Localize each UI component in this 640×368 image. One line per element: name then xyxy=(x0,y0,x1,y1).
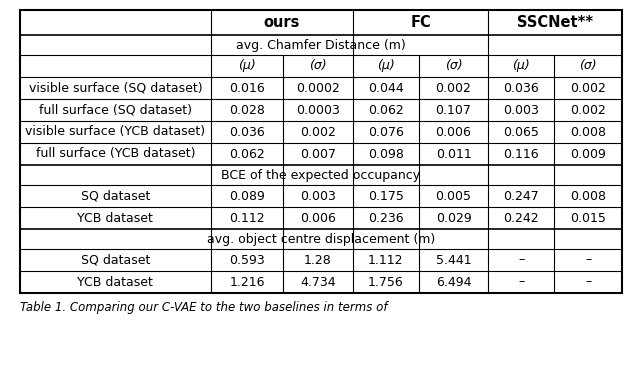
Text: 0.015: 0.015 xyxy=(570,212,606,224)
Text: full surface (SQ dataset): full surface (SQ dataset) xyxy=(39,103,192,117)
Text: 0.247: 0.247 xyxy=(504,190,539,202)
Text: 0.089: 0.089 xyxy=(229,190,265,202)
Text: 0.002: 0.002 xyxy=(300,125,336,138)
Text: visible surface (SQ dataset): visible surface (SQ dataset) xyxy=(29,81,202,95)
Text: 1.216: 1.216 xyxy=(229,276,265,289)
Text: SSCNet**: SSCNet** xyxy=(517,15,593,30)
Text: 0.009: 0.009 xyxy=(570,148,606,160)
Text: BCE of the expected occupancy: BCE of the expected occupancy xyxy=(221,169,420,181)
Text: –: – xyxy=(518,276,524,289)
Text: (σ): (σ) xyxy=(579,60,597,72)
Text: 0.029: 0.029 xyxy=(436,212,472,224)
Text: 1.28: 1.28 xyxy=(304,254,332,266)
Text: 0.107: 0.107 xyxy=(436,103,472,117)
Text: YCB dataset: YCB dataset xyxy=(77,212,154,224)
Text: 1.112: 1.112 xyxy=(368,254,403,266)
Text: avg. object centre displacement (m): avg. object centre displacement (m) xyxy=(207,233,435,245)
Text: 0.003: 0.003 xyxy=(300,190,336,202)
Text: 0.002: 0.002 xyxy=(436,81,472,95)
Text: –: – xyxy=(585,276,591,289)
Text: 0.002: 0.002 xyxy=(570,81,606,95)
Text: 0.065: 0.065 xyxy=(504,125,540,138)
Text: (μ): (μ) xyxy=(238,60,256,72)
Text: 0.036: 0.036 xyxy=(504,81,539,95)
Text: 0.062: 0.062 xyxy=(368,103,404,117)
Text: 0.0002: 0.0002 xyxy=(296,81,340,95)
Text: –: – xyxy=(585,254,591,266)
Text: 0.175: 0.175 xyxy=(368,190,404,202)
Text: 0.002: 0.002 xyxy=(570,103,606,117)
Text: (σ): (σ) xyxy=(445,60,462,72)
Bar xyxy=(20,10,622,293)
Text: 0.098: 0.098 xyxy=(368,148,404,160)
Text: (μ): (μ) xyxy=(377,60,394,72)
Text: visible surface (YCB dataset): visible surface (YCB dataset) xyxy=(26,125,205,138)
Text: FC: FC xyxy=(410,15,431,30)
Text: 0.044: 0.044 xyxy=(368,81,404,95)
Text: 4.734: 4.734 xyxy=(300,276,335,289)
Text: 0.116: 0.116 xyxy=(504,148,539,160)
Text: –: – xyxy=(518,254,524,266)
Text: (σ): (σ) xyxy=(309,60,326,72)
Text: 0.593: 0.593 xyxy=(229,254,265,266)
Text: 1.756: 1.756 xyxy=(368,276,404,289)
Text: 0.006: 0.006 xyxy=(436,125,472,138)
Text: Table 1. Comparing our C-VAE to the two baselines in terms of: Table 1. Comparing our C-VAE to the two … xyxy=(20,301,387,314)
Text: 0.006: 0.006 xyxy=(300,212,336,224)
Text: 0.011: 0.011 xyxy=(436,148,472,160)
Text: 0.112: 0.112 xyxy=(229,212,265,224)
Text: 0.028: 0.028 xyxy=(229,103,265,117)
Text: 0.008: 0.008 xyxy=(570,125,606,138)
Text: 0.007: 0.007 xyxy=(300,148,336,160)
Text: 0.076: 0.076 xyxy=(368,125,404,138)
Text: 0.0003: 0.0003 xyxy=(296,103,340,117)
Text: 0.236: 0.236 xyxy=(368,212,403,224)
Text: (μ): (μ) xyxy=(513,60,530,72)
Text: 0.242: 0.242 xyxy=(504,212,539,224)
Text: 6.494: 6.494 xyxy=(436,276,471,289)
Text: ours: ours xyxy=(264,15,300,30)
Text: 0.008: 0.008 xyxy=(570,190,606,202)
Text: full surface (YCB dataset): full surface (YCB dataset) xyxy=(36,148,195,160)
Text: 0.016: 0.016 xyxy=(229,81,265,95)
Text: SQ dataset: SQ dataset xyxy=(81,254,150,266)
Text: 0.062: 0.062 xyxy=(229,148,265,160)
Text: 0.003: 0.003 xyxy=(504,103,540,117)
Text: SQ dataset: SQ dataset xyxy=(81,190,150,202)
Text: YCB dataset: YCB dataset xyxy=(77,276,154,289)
Text: 5.441: 5.441 xyxy=(436,254,471,266)
Text: avg. Chamfer Distance (m): avg. Chamfer Distance (m) xyxy=(236,39,406,52)
Text: 0.036: 0.036 xyxy=(229,125,265,138)
Text: 0.005: 0.005 xyxy=(435,190,472,202)
